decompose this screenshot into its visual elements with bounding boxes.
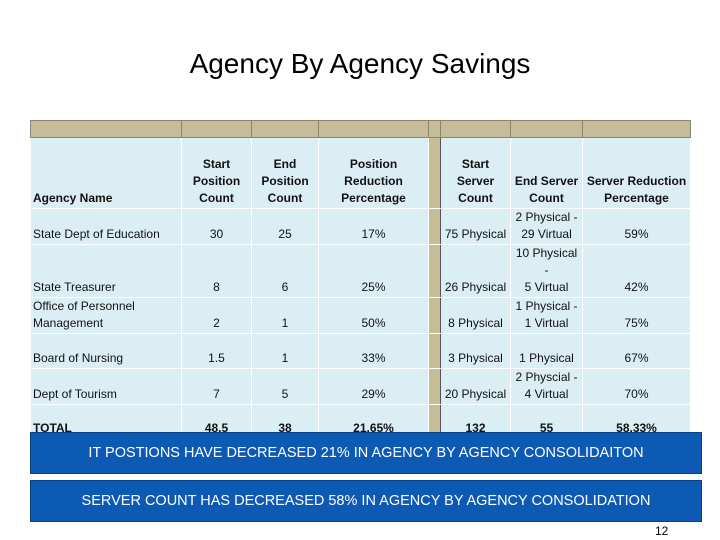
table-cell: 17%: [318, 208, 429, 245]
table-cell: 1: [251, 333, 319, 369]
table-cell: 75%: [582, 297, 691, 334]
table-cell: 67%: [582, 333, 691, 369]
table-cell: 1 Physical - 1 Virtual: [510, 297, 583, 334]
header-cell: Position Reduction Percentage: [318, 137, 429, 209]
table-row: Dept of Tourism 7 5 29% 20 Physical 2 Physcia…: [30, 368, 691, 405]
page-number: 12: [655, 524, 669, 538]
table-cell: 1.5: [181, 333, 252, 369]
band-cell: [428, 120, 441, 138]
divider-cell: [428, 333, 441, 369]
table-row: Office of Personnel Management 2 1 50% 8 Phy…: [30, 297, 691, 334]
note-box: IT POSTIONS HAVE DECREASED 21% IN AGENCY…: [30, 432, 702, 474]
table-cell: Board of Nursing: [30, 333, 182, 369]
divider-cell: [428, 244, 441, 298]
table-cell: State Dept of Education: [30, 208, 182, 245]
table-cell: 70%: [582, 368, 691, 405]
divider-cell: [428, 404, 441, 439]
table-cell: 25: [251, 208, 319, 245]
header-cell: End Position Count: [251, 137, 319, 209]
table-band: [30, 120, 691, 138]
table-cell: 2 Physcial - 4 Virtual: [510, 368, 583, 405]
header-cell: Server Reduction Percentage: [582, 137, 691, 209]
header-cell: Start Position Count: [181, 137, 252, 209]
table-cell: 6: [251, 244, 319, 298]
band-cell: [181, 120, 252, 138]
table-cell: 7: [181, 368, 252, 405]
table-cell: 50%: [318, 297, 429, 334]
header-row: Agency Name Start Position Count End Posit…: [30, 137, 691, 209]
divider-cell: [428, 137, 441, 209]
table-cell: 42%: [582, 244, 691, 298]
table-cell: 10 Physical - 5 Virtual: [510, 244, 583, 298]
note-box: SERVER COUNT HAS DECREASED 58% IN AGENCY…: [30, 480, 702, 522]
band-cell: [30, 120, 182, 138]
table-cell: 8: [181, 244, 252, 298]
table-cell: 3 Physical: [440, 333, 511, 369]
band-cell: [440, 120, 511, 138]
band-cell: [582, 120, 691, 138]
header-cell: Start Server Count: [440, 137, 511, 209]
band-cell: [510, 120, 583, 138]
table-row: Board of Nursing 1.5 1 33% 3 Physical 1 Physi…: [30, 333, 691, 369]
table-cell: 1: [251, 297, 319, 334]
header-cell: Agency Name: [30, 137, 182, 209]
table-cell: Dept of Tourism: [30, 368, 182, 405]
slide-title: Agency By Agency Savings: [189, 48, 531, 79]
divider-cell: [428, 297, 441, 334]
savings-table: Agency Name Start Position Count End Posit…: [30, 120, 691, 439]
table-row: State Dept of Education 30 25 17% 75 Physica…: [30, 208, 691, 245]
table-cell: Office of Personnel Management: [30, 297, 182, 334]
band-cell: [318, 120, 429, 138]
header-cell: End Server Count: [510, 137, 583, 209]
band-cell: [251, 120, 319, 138]
table-cell: 5: [251, 368, 319, 405]
table-cell: 20 Physical: [440, 368, 511, 405]
table-cell: 26 Physical: [440, 244, 511, 298]
table-cell: 1 Physical: [510, 333, 583, 369]
table-cell: 33%: [318, 333, 429, 369]
table-cell: 2 Physical - 29 Virtual: [510, 208, 583, 245]
divider-cell: [428, 368, 441, 405]
table-cell: 8 Physical: [440, 297, 511, 334]
divider-cell: [428, 208, 441, 245]
table-cell: 75 Physical: [440, 208, 511, 245]
table-cell: 29%: [318, 368, 429, 405]
table-cell: 25%: [318, 244, 429, 298]
table-cell: State Treasurer: [30, 244, 182, 298]
table-cell: 2: [181, 297, 252, 334]
table-cell: 59%: [582, 208, 691, 245]
table-cell: 30: [181, 208, 252, 245]
table-row: State Treasurer 8 6 25% 26 Physical 10 Physic…: [30, 244, 691, 298]
